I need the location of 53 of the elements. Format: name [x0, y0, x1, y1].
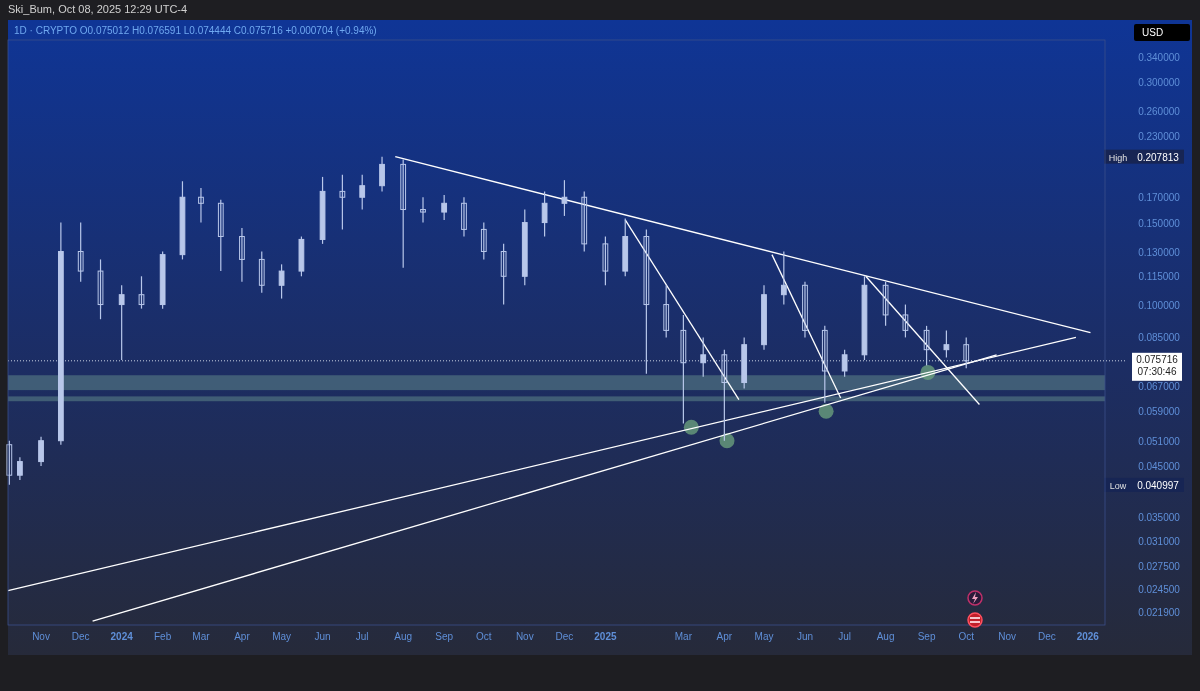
- y-tick-label: 0.085000: [1138, 332, 1181, 344]
- text: 0.207813: [1137, 151, 1180, 163]
- y-tick-label: 0.051000: [1138, 435, 1181, 447]
- x-tick-label: 2024: [110, 631, 134, 642]
- y-tick-label: 0.100000: [1138, 299, 1181, 311]
- x-tick-label: Apr: [716, 631, 733, 642]
- x-tick-label: 2026: [1076, 631, 1100, 642]
- x-tick-label: Jun: [796, 631, 814, 642]
- y-tick-label: 0.260000: [1138, 106, 1181, 118]
- y-tick-label: 0.300000: [1138, 77, 1181, 89]
- x-tick-label: Dec: [555, 631, 574, 642]
- x-tick-label: Jul: [838, 631, 852, 642]
- text: High: [1108, 152, 1128, 163]
- x-tick-label: Aug: [876, 631, 895, 642]
- y-tick-label: 0.230000: [1138, 131, 1181, 143]
- text: Low: [1109, 480, 1127, 491]
- text: 0.040997: [1137, 479, 1180, 491]
- y-tick-label: 0.045000: [1138, 461, 1181, 473]
- y-tick-label: 0.150000: [1138, 217, 1181, 229]
- x-tick-label: Mar: [674, 631, 693, 642]
- x-tick-label: Jun: [314, 631, 331, 642]
- x-tick-label: 2025: [594, 631, 617, 642]
- ref-line-label: 0.075716 07:30:46: [1136, 353, 1179, 377]
- chart-subtitle: Ski_Bum, Oct 08, 2025 12:29 UTC-4: [8, 3, 188, 15]
- x-tick-label: Aug: [394, 631, 413, 642]
- x-tick-label: Nov: [32, 631, 50, 642]
- y-tick-label: 0.059000: [1138, 406, 1181, 418]
- y-tick-label: 0.024500: [1138, 583, 1181, 595]
- x-tick-label: Oct: [476, 631, 492, 642]
- x-tick-label: Jul: [355, 631, 369, 642]
- y-tick-label: 0.170000: [1138, 192, 1181, 204]
- x-tick-label: Sep: [917, 631, 936, 642]
- y-tick-label: 0.035000: [1138, 511, 1181, 523]
- y-tick-label: 0.067000: [1138, 380, 1181, 392]
- x-tick-label: May: [272, 631, 292, 642]
- x-tick-label: Oct: [958, 631, 975, 642]
- y-tick-label: 0.115000: [1138, 271, 1180, 283]
- text: USD: [1142, 27, 1164, 38]
- x-tick-label: Sep: [435, 631, 454, 642]
- x-tick-label: Dec: [1037, 631, 1056, 642]
- y-tick-label: 0.021900: [1138, 606, 1181, 618]
- x-tick-label: Nov: [515, 631, 534, 642]
- y-tick-label: 0.031000: [1138, 536, 1181, 548]
- x-tick-label: Dec: [71, 631, 90, 642]
- y-tick-label: 0.130000: [1138, 246, 1181, 258]
- x-tick-label: Apr: [234, 631, 251, 642]
- x-tick-label: Feb: [154, 631, 172, 642]
- y-tick-label: 0.027500: [1138, 560, 1181, 572]
- x-tick-label: Nov: [998, 631, 1017, 642]
- x-tick-label: May: [754, 631, 774, 642]
- y-tick-label: 0.340000: [1138, 52, 1181, 64]
- chart-title: 1D · CRYPTO O0.075012 H0.076591 L0.074444 C0.075716 +0.000704 (+0.94%): [14, 25, 377, 36]
- x-tick-label: Mar: [192, 631, 211, 642]
